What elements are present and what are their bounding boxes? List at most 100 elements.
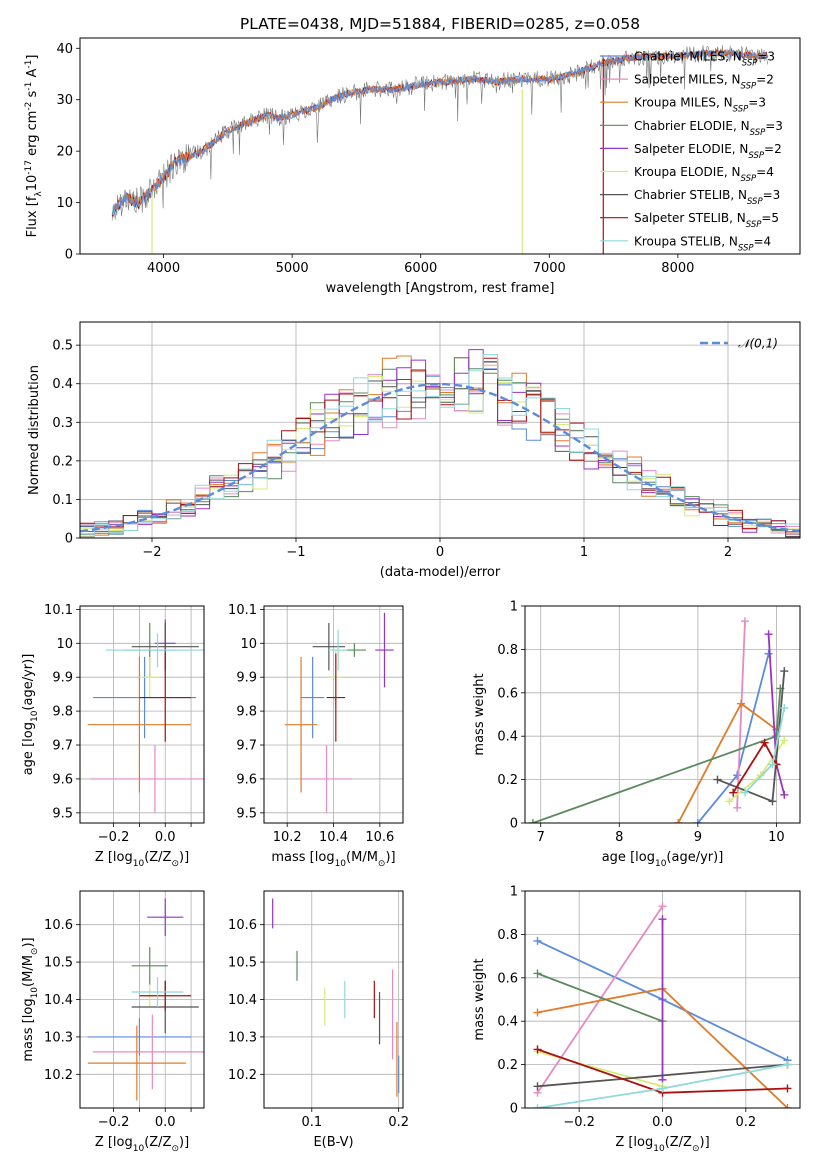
weight-marker (760, 738, 769, 747)
x-tick-label: 0.0 (155, 830, 176, 845)
spectrum-line (111, 48, 769, 218)
weight-marker (733, 803, 742, 812)
weight-marker (768, 760, 777, 769)
weight-marker (528, 819, 537, 823)
weight-marker (780, 790, 789, 799)
y-tick-label: 20 (56, 145, 73, 160)
legend-label: Kroupa ELODIE, NSSP=4 (634, 165, 774, 184)
y-tick-label: 0.1 (52, 493, 73, 508)
x-tick-label: 0.2 (388, 1115, 409, 1130)
y-tick-label: 9.8 (236, 705, 257, 720)
weight-marker (658, 915, 667, 924)
errorbar-point (139, 653, 192, 742)
spectrum-plot-area (111, 45, 769, 254)
errorbar-point (87, 656, 192, 793)
y-tick-label: 0.2 (497, 1058, 518, 1073)
y-tick-label: 10.2 (44, 1068, 73, 1083)
weight-marker (713, 775, 722, 784)
legend-label: Salpeter ELODIE, NSSP=2 (634, 142, 782, 161)
y-tick-label: 0.4 (497, 730, 518, 745)
y-tick-label: 10.5 (44, 956, 73, 971)
chart-title: PLATE=0438, MJD=51884, FIBERID=0285, z=0… (240, 15, 640, 33)
age-vs-Z-xlabel: Z [log10(Z/Z⊙)] (95, 850, 189, 869)
mass-vs-ebv-xlabel: E(B-V) (313, 1135, 353, 1150)
mass-weight-vs-Z-xlabel: Z [log10(Z/Z⊙)] (615, 1135, 709, 1154)
errorbar-point (131, 977, 184, 1007)
y-tick-label: 0.4 (497, 1015, 518, 1030)
weight-marker (783, 1060, 792, 1069)
age-vs-mass-xlabel: mass [log10(M/M⊙)] (271, 850, 395, 869)
age-vs-Z-grid (80, 606, 204, 823)
weight-marker (729, 788, 738, 797)
x-tick-label: −0.2 (98, 830, 130, 845)
weight-marker (780, 703, 789, 712)
y-tick-label: 0.8 (497, 643, 518, 658)
y-tick-label: 1 (510, 885, 518, 900)
x-tick-label: 10.2 (273, 830, 302, 845)
errorbar-point (139, 980, 192, 1011)
y-tick-label: 0 (510, 817, 518, 832)
mass-vs-ebv-grid (264, 891, 403, 1108)
x-tick-label: 10 (768, 830, 785, 845)
x-tick-label: 10.4 (319, 830, 348, 845)
weight-marker (741, 788, 749, 797)
spectrum-ylabel: Flux [fλ10-17 erg cm-2 s-1 A-1] (24, 55, 44, 238)
spectrum-frame (79, 37, 801, 255)
weight-marker (733, 771, 742, 780)
x-tick-label: −0.2 (563, 1115, 595, 1130)
weight-series-line (532, 688, 782, 823)
age-vs-mass-plot-area (284, 612, 394, 813)
errorbar-point (301, 745, 353, 813)
histogram-series (80, 354, 800, 537)
histogram-series (80, 364, 800, 533)
y-tick-label: 0.2 (52, 454, 73, 469)
residuals-panel: −2 −1 0 1 2 0 0.1 0.2 0.3 0.4 0.5 (data-model)/erro… (27, 321, 801, 580)
y-tick-label: 0.8 (497, 928, 518, 943)
y-tick-label: 0.6 (497, 686, 518, 701)
x-tick-label: 0.2 (735, 1115, 756, 1130)
age-vs-Z-frame (79, 605, 205, 824)
x-tick-label: 8 (615, 830, 623, 845)
histogram-series (80, 361, 800, 537)
x-tick-label: 0 (436, 545, 444, 560)
mass-weight-vs-age-plot-area (528, 617, 789, 823)
errorbar-point (312, 622, 346, 671)
weight-series-line (537, 972, 663, 1023)
legend-label: Salpeter STELIB, NSSP=5 (634, 211, 779, 230)
y-tick-label: 10.1 (228, 603, 257, 618)
legend-label: Kroupa MILES, NSSP=3 (634, 96, 766, 115)
weight-marker (725, 797, 734, 806)
x-tick-label: 1 (580, 545, 588, 560)
x-tick-label: −1 (286, 545, 305, 560)
legend-label: Salpeter MILES, NSSP=2 (634, 73, 774, 92)
y-tick-label: 0 (65, 248, 73, 263)
mass-vs-ebv-plot-area (272, 898, 400, 1097)
y-tick-label: 10.4 (228, 993, 257, 1008)
weight-marker (533, 969, 542, 978)
residuals-plot-area (80, 349, 800, 538)
weight-marker (533, 1104, 542, 1108)
mass-weight-vs-age-grid (525, 605, 800, 824)
y-tick-label: 9.8 (52, 705, 73, 720)
y-tick-label: 10.3 (228, 1030, 257, 1045)
x-tick-label: 8000 (661, 261, 694, 276)
x-tick-label: 7000 (533, 261, 566, 276)
y-tick-label: 0.4 (52, 377, 73, 392)
weight-marker (780, 736, 789, 745)
weight-marker (693, 819, 702, 823)
errorbar-point (131, 947, 168, 985)
legend-label: 𝒩(0,1) (738, 337, 778, 351)
y-tick-label: 9.5 (52, 806, 73, 821)
mass-vs-Z-grid (80, 891, 204, 1108)
weight-marker (780, 667, 789, 676)
age-vs-mass-panel: 10.2 10.4 10.6 9.5 9.6 9.7 9.8 9.9 10 10.1 mass [l… (228, 603, 404, 869)
weight-marker (764, 649, 773, 658)
y-tick-label: 9.6 (236, 772, 257, 787)
y-tick-label: 1 (510, 600, 518, 615)
weight-series-line (677, 702, 777, 823)
spectrum-xlabel: wavelength [Angstrom, rest frame] (326, 281, 555, 296)
weight-series-line (537, 1063, 788, 1088)
weight-marker (783, 1084, 792, 1093)
x-tick-label: 0.0 (652, 1115, 673, 1130)
